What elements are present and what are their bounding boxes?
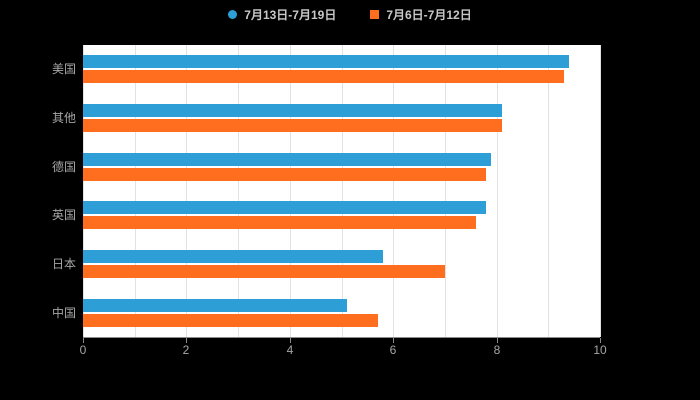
y-axis-category-label: 其他 <box>51 111 76 125</box>
bar-7月13日-7月19日 <box>83 250 383 263</box>
x-tick-label: 4 <box>286 343 294 357</box>
legend: 7月13日-7月19日 7月6日-7月12日 <box>0 6 700 23</box>
x-tick-mark <box>600 338 601 343</box>
gridline <box>290 45 291 337</box>
bar-7月13日-7月19日 <box>83 104 502 117</box>
bar-7月6日-7月12日 <box>83 265 445 278</box>
x-tick-mark <box>83 338 84 343</box>
bar-7月13日-7月19日 <box>83 55 569 68</box>
gridline <box>548 45 549 337</box>
gridline <box>238 45 239 337</box>
bar-7月13日-7月19日 <box>83 153 491 166</box>
y-axis-category-label: 美国 <box>51 62 76 76</box>
legend-item-week2[interactable]: 7月13日-7月19日 <box>228 6 336 23</box>
x-tick-label: 2 <box>182 343 190 357</box>
bar-7月13日-7月19日 <box>83 299 347 312</box>
legend-label: 7月6日-7月12日 <box>386 8 472 22</box>
bar-7月6日-7月12日 <box>83 119 502 132</box>
gridline <box>342 45 343 337</box>
gridline <box>445 45 446 337</box>
gridline <box>497 45 498 337</box>
legend-label: 7月13日-7月19日 <box>244 8 337 22</box>
gridline <box>393 45 394 337</box>
x-tick-mark <box>497 338 498 343</box>
bar-7月6日-7月12日 <box>83 216 476 229</box>
gridline <box>186 45 187 337</box>
bar-7月13日-7月19日 <box>83 201 486 214</box>
bar-7月6日-7月12日 <box>83 314 378 327</box>
x-tick-mark <box>290 338 291 343</box>
x-tick-label: 6 <box>389 343 397 357</box>
x-tick-label: 8 <box>493 343 501 357</box>
legend-marker-square-icon <box>370 10 380 19</box>
legend-item-week1[interactable]: 7月6日-7月12日 <box>370 6 472 23</box>
legend-marker-circle-icon <box>228 10 238 19</box>
y-axis-category-label: 英国 <box>51 208 76 222</box>
bar-7月6日-7月12日 <box>83 70 564 83</box>
x-tick-label: 0 <box>79 343 87 357</box>
x-tick-mark <box>393 338 394 343</box>
gridline <box>600 45 601 337</box>
gridline <box>135 45 136 337</box>
y-axis-category-label: 中国 <box>51 306 76 320</box>
x-tick-mark <box>186 338 187 343</box>
y-axis-category-label: 德国 <box>51 160 76 174</box>
x-tick-label: 10 <box>593 343 607 357</box>
plot-area <box>83 45 601 338</box>
gridline <box>83 45 84 337</box>
y-axis-category-label: 日本 <box>51 257 76 271</box>
bar-7月6日-7月12日 <box>83 168 486 181</box>
